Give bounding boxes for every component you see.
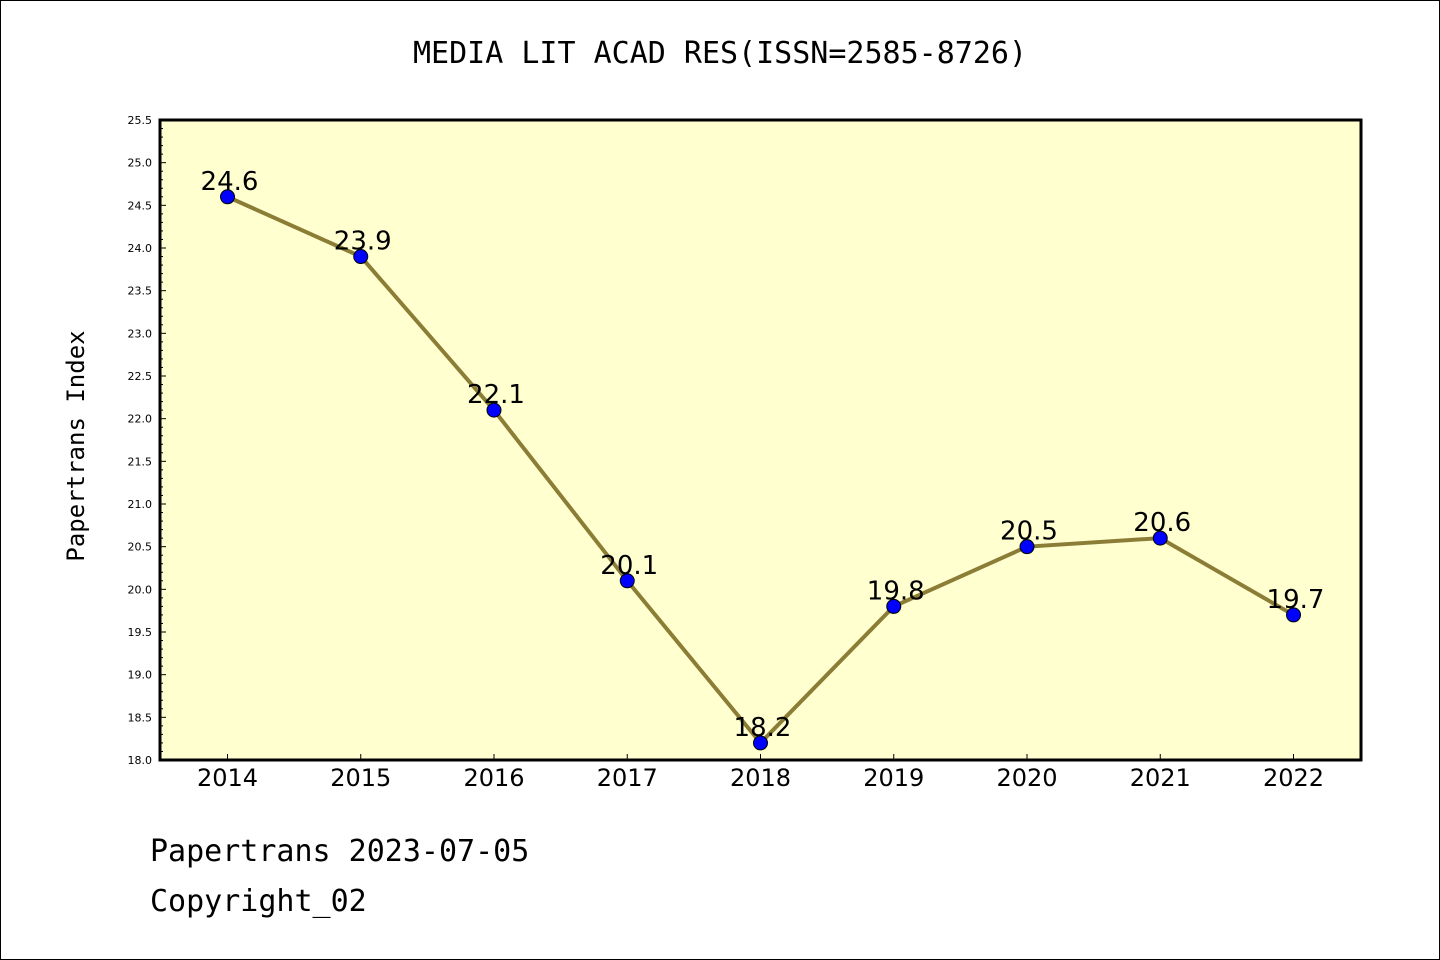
data-point <box>619 573 635 589</box>
y-tick-label: 19.5 <box>128 626 153 639</box>
footer-copyright: Copyright_02 <box>150 884 367 919</box>
data-label: 20.6 <box>1133 508 1191 538</box>
data-label: 22.1 <box>467 380 525 410</box>
x-tick-label: 2014 <box>197 764 258 792</box>
y-axis-label: Papertrans Index <box>62 330 90 561</box>
x-tick-label: 2022 <box>1263 764 1324 792</box>
data-label: 19.8 <box>867 576 925 606</box>
y-tick-label: 22.5 <box>128 370 153 383</box>
y-tick-label: 23.5 <box>128 285 153 298</box>
y-tick-label: 18.5 <box>128 711 153 724</box>
y-axis: 18.0 18.5 19.0 19.5 20.0 20.5 21.0 21.5 22.0 22.5… <box>128 114 166 767</box>
y-tick-label: 23.0 <box>128 327 153 340</box>
x-axis: 2014 2015 2016 2017 2018 2019 2020 2021 2022 <box>197 754 1324 792</box>
data-point <box>1152 530 1168 546</box>
y-tick-label: 22.0 <box>128 413 153 426</box>
x-tick-label: 2015 <box>330 764 391 792</box>
data-label: 20.1 <box>600 551 658 581</box>
data-label: 19.7 <box>1267 585 1325 615</box>
x-tick-label: 2020 <box>996 764 1057 792</box>
data-label: 18.2 <box>734 713 792 743</box>
x-tick-label: 2016 <box>463 764 524 792</box>
data-label: 23.9 <box>334 227 392 257</box>
y-tick-label: 19.0 <box>128 669 153 682</box>
data-point <box>486 402 502 418</box>
chart-title: MEDIA LIT ACAD RES(ISSN=2585-8726) <box>412 36 1028 71</box>
data-points <box>220 189 1301 751</box>
data-label: 20.5 <box>1000 517 1058 547</box>
data-label: 24.6 <box>201 167 259 197</box>
x-tick-label: 2021 <box>1130 764 1191 792</box>
data-point <box>753 735 768 751</box>
y-tick-label: 18.0 <box>128 754 153 767</box>
x-tick-label: 2017 <box>597 764 658 792</box>
footer-date: Papertrans 2023-07-05 <box>150 834 530 869</box>
data-labels: 24.6 23.9 22.1 20.1 18.2 19.8 20.5 20.6 19.7 <box>201 167 1325 743</box>
plot-area <box>158 118 1363 762</box>
y-tick-label: 20.0 <box>128 583 153 596</box>
y-tick-label: 21.5 <box>128 455 153 468</box>
data-point <box>1286 607 1301 623</box>
y-tick-label: 20.5 <box>128 541 153 554</box>
data-point <box>220 189 235 205</box>
data-point <box>1019 539 1035 555</box>
data-point <box>353 249 369 265</box>
y-tick-label: 21.0 <box>128 498 153 511</box>
y-tick-label: 24.5 <box>128 199 153 212</box>
data-point <box>886 598 902 614</box>
x-tick-label: 2018 <box>730 764 791 792</box>
x-tick-label: 2019 <box>863 764 924 792</box>
y-tick-label: 25.0 <box>128 157 153 170</box>
y-tick-label: 24.0 <box>128 242 153 255</box>
y-tick-label: 25.5 <box>128 114 153 127</box>
